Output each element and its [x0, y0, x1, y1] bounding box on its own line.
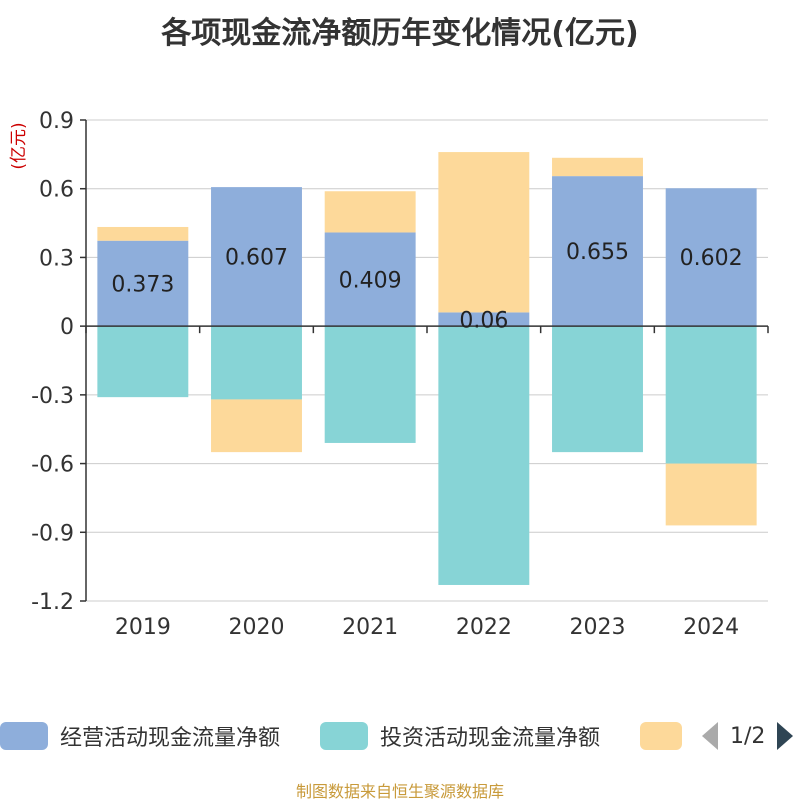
y-tick-label: 0.6 [39, 178, 74, 203]
bar-2023-series-1 [552, 326, 643, 453]
chart-canvas: 0.9 0.6 0.3 0 -0.3 -0.6 -0.9 -1.2 2019 2020 2021 20… [9, 109, 769, 640]
x-tick-label: 2022 [456, 615, 512, 640]
legend-item-investing[interactable]: 投资活动现金流量净额 [320, 720, 600, 752]
y-tick-label: -0.6 [31, 453, 74, 478]
legend-swatch-third-series [640, 722, 682, 750]
y-axis-label: (亿元) [9, 122, 29, 169]
data-label: 0.602 [680, 246, 743, 271]
data-label: 0.06 [459, 308, 508, 333]
y-tick-label: 0.3 [39, 246, 74, 271]
legend-item-third-series[interactable] [640, 720, 694, 752]
bar-2023-series-2 [552, 157, 643, 177]
bar-2021-series-1 [324, 326, 416, 443]
bar-2023-series-0 [552, 176, 643, 327]
legend-label-operating: 经营活动现金流量净额 [60, 726, 281, 751]
bar-2022-series-1 [438, 326, 530, 585]
legend: 经营活动现金流量净额 投资活动现金流量净额 1/2 [0, 716, 800, 756]
x-tick-label: 2019 [115, 615, 171, 640]
y-tick-label: -0.9 [31, 521, 74, 546]
grid-lines [86, 119, 768, 602]
bar-2020-series-0 [211, 187, 302, 327]
bars [97, 152, 757, 585]
bar-2021-series-2 [324, 191, 416, 233]
legend-pager: 1/2 [702, 720, 794, 752]
legend-swatch-investing [320, 722, 368, 750]
legend-page-indicator: 1/2 [730, 723, 766, 749]
bar-2019-series-1 [97, 326, 189, 398]
x-tick-label: 2021 [342, 615, 398, 640]
y-tick-label: -0.3 [31, 384, 74, 409]
legend-label-investing: 投资活动现金流量净额 [380, 726, 601, 751]
bar-2024-series-1 [665, 326, 757, 464]
legend-swatch-operating [0, 722, 48, 750]
x-tick-label: 2020 [229, 615, 285, 640]
bar-2022-series-2 [438, 152, 530, 313]
legend-item-operating[interactable]: 经营活动现金流量净额 [0, 720, 280, 752]
x-tick-label: 2023 [570, 615, 626, 640]
source-note: 制图数据来自恒生聚源数据库 [295, 782, 504, 801]
bar-2022-series-0 [438, 312, 530, 327]
bar-2020-series-1 [211, 326, 302, 400]
bar-2019-series-0 [97, 240, 189, 327]
bar-2019-series-2 [97, 226, 189, 241]
legend-prev-page-icon[interactable] [702, 722, 718, 750]
data-label: 0.655 [566, 240, 629, 265]
bar-2020-series-2 [211, 399, 302, 453]
legend-next-page-icon[interactable] [777, 722, 794, 750]
y-tick-label: -1.2 [31, 590, 74, 615]
data-labels: 0.373 0.607 0.409 0.06 0.655 0.602 [111, 240, 742, 333]
data-label: 0.373 [111, 272, 174, 297]
data-label: 0.607 [225, 246, 288, 271]
y-tick-label: 0.9 [39, 109, 74, 134]
bar-2024-series-2 [665, 463, 757, 526]
chart-title: 各项现金流净额历年变化情况(亿元) [161, 16, 639, 51]
y-tick-label: 0 [60, 315, 74, 340]
bar-2024-series-0 [665, 188, 757, 327]
axes: 0.9 0.6 0.3 0 -0.3 -0.6 -0.9 -1.2 2019 2020 2021 20… [31, 109, 769, 640]
data-label: 0.409 [339, 268, 402, 293]
x-tick-label: 2024 [683, 615, 739, 640]
bar-2021-series-0 [324, 232, 416, 327]
